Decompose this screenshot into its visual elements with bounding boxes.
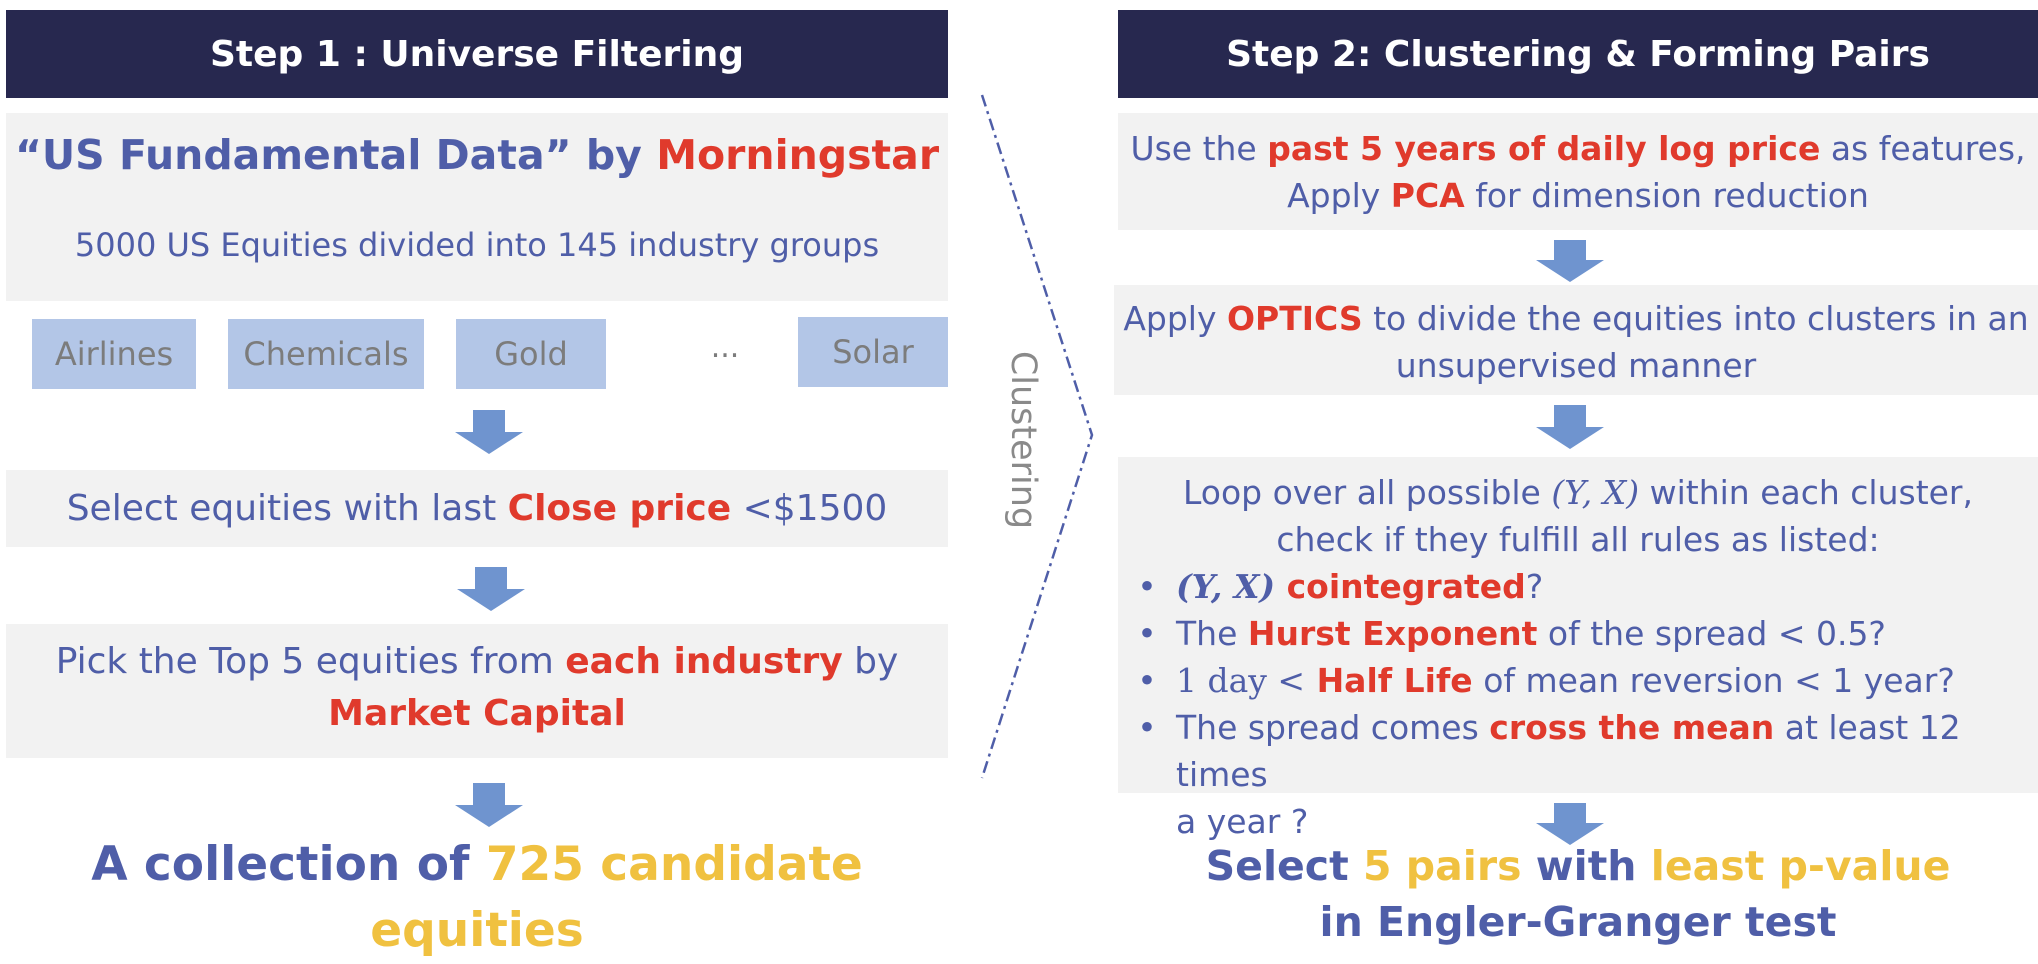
industry-chip-chemicals: Chemicals <box>228 319 424 389</box>
data-source-title: “US Fundamental Data” by Morningstar <box>14 131 940 179</box>
rule-half-life: • 1 day < Half Life of mean reversion < … <box>1118 657 2038 704</box>
optics-box: Apply OPTICS to divide the equities into… <box>1114 285 2038 395</box>
market-cap-filter-box: Pick the Top 5 equities from each indust… <box>6 624 948 758</box>
optics-line1: Apply OPTICS to divide the equities into… <box>1123 299 2029 338</box>
price-filter-box: Select equities with last Close price <$… <box>6 470 948 547</box>
clustering-connector <box>980 94 1094 779</box>
rule-cointegrated: • (Y, X) cointegrated? <box>1118 563 2038 610</box>
optics-line2: unsupervised manner <box>1395 346 1757 385</box>
market-cap-line1: Pick the Top 5 equities from each indust… <box>55 641 899 682</box>
bullet-icon: • <box>1137 567 1157 606</box>
industry-ellipsis: ... <box>710 330 740 365</box>
data-source-subtitle: 5000 US Equities divided into 145 indust… <box>74 226 880 264</box>
step2-result-line1: Select 5 pairs with least p-value <box>1205 842 1951 890</box>
step1-header: Step 1 : Universe Filtering <box>6 10 948 98</box>
industry-chip-solar: Solar <box>798 317 948 387</box>
pair-rules-box: Loop over all possible (Y, X) within eac… <box>1118 457 2038 841</box>
step2-result-line2: in Engler-Granger test <box>1319 898 1837 946</box>
chevron-outline <box>980 94 1094 779</box>
bullet-icon: • <box>1137 708 1157 747</box>
features-line1: Use the past 5 years of daily log price … <box>1130 129 2026 168</box>
features-box: Use the past 5 years of daily log price … <box>1118 113 2038 230</box>
step1-header-title: Step 1 : Universe Filtering <box>210 33 744 75</box>
rules-intro-line1: Loop over all possible (Y, X) within eac… <box>1183 473 1973 512</box>
features-line2: Apply PCA for dimension reduction <box>1287 176 1869 215</box>
step2-header: Step 2: Clustering & Forming Pairs <box>1118 10 2038 98</box>
step2-result: Select 5 pairs with least p-value in Eng… <box>1118 838 2038 948</box>
bullet-icon: • <box>1137 614 1157 653</box>
rules-intro-line2: check if they fulfill all rules as liste… <box>1276 520 1880 559</box>
bullet-icon: • <box>1137 661 1157 700</box>
rule-cross-mean: • The spread comes cross the mean at lea… <box>1118 704 2038 845</box>
data-source-box: “US Fundamental Data” by Morningstar 500… <box>6 113 948 301</box>
industry-chip-gold: Gold <box>456 319 606 389</box>
market-cap-line2: Market Capital <box>328 693 626 734</box>
step1-result: A collection of 725 candidate equities <box>91 837 863 958</box>
rule-hurst-exponent: • The Hurst Exponent of the spread < 0.5… <box>1118 610 2038 657</box>
industry-chip-airlines: Airlines <box>32 319 196 389</box>
step2-header-title: Step 2: Clustering & Forming Pairs <box>1226 33 1930 75</box>
